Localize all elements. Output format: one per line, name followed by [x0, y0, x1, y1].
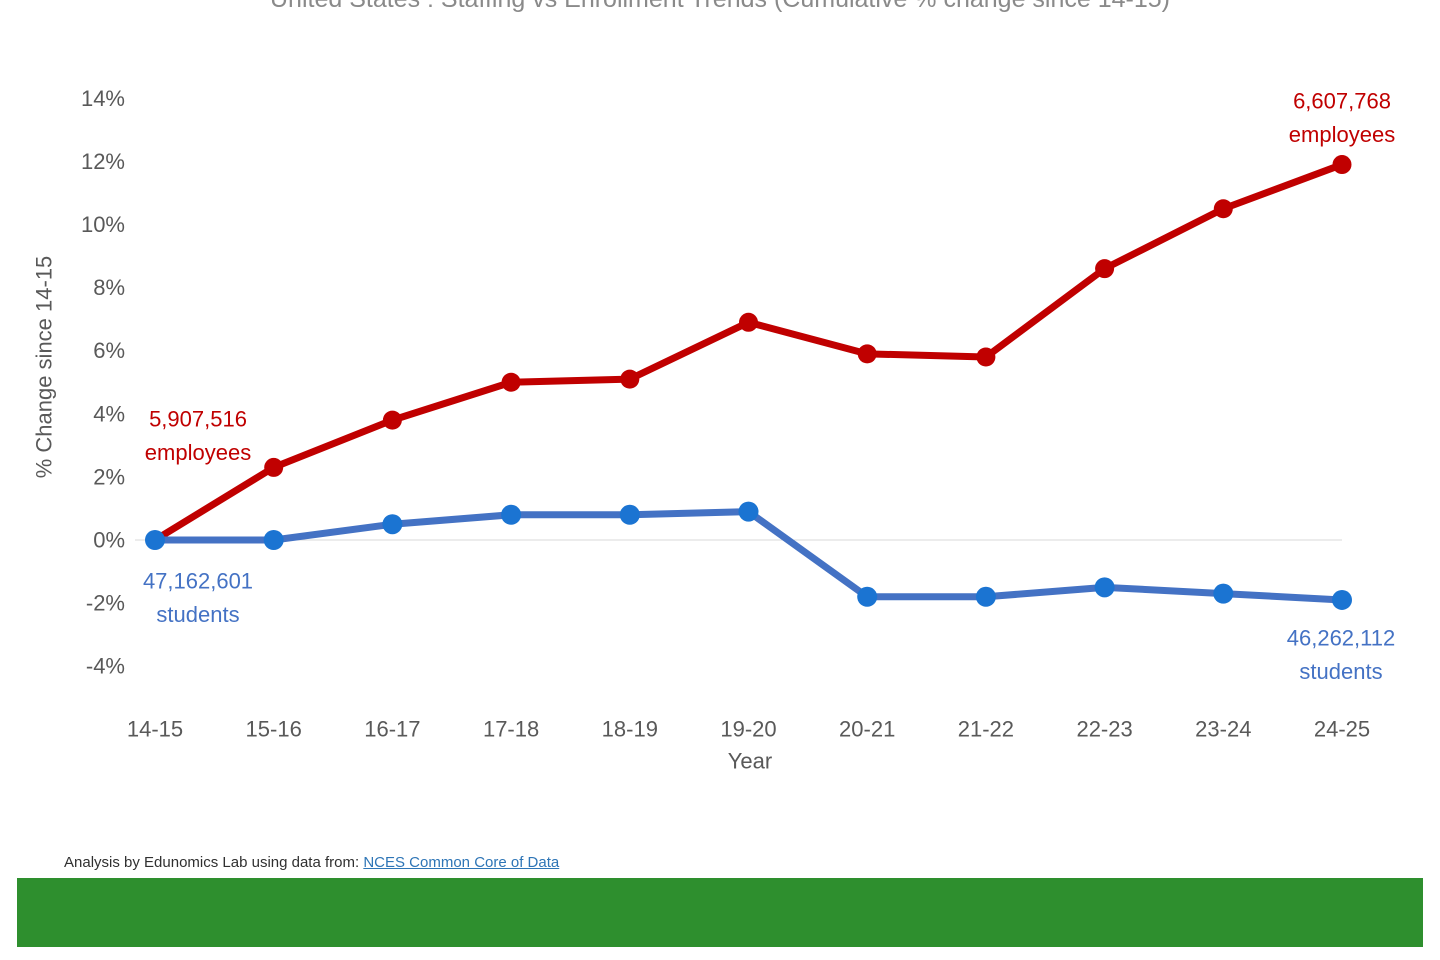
employees-marker: [976, 347, 996, 367]
footnotes: Analysis by Edunomics Lab using data fro…: [64, 799, 886, 960]
employees-marker: [501, 372, 521, 392]
x-tick-label: 20-21: [839, 717, 895, 742]
employees-end-label: 6,607,768: [1293, 89, 1391, 114]
students-marker: [382, 514, 403, 535]
y-tick-label: 4%: [93, 401, 125, 426]
employees-end-label: employees: [1289, 122, 1395, 147]
employees-marker: [1332, 155, 1352, 175]
employees-marker: [739, 312, 758, 332]
x-axis-title: Year: [728, 749, 772, 774]
employees-line: [151, 161, 1346, 544]
students-marker: [738, 501, 759, 522]
employees-marker: [1095, 259, 1115, 279]
x-tick-label: 22-23: [1076, 717, 1132, 742]
employees-marker: [264, 457, 284, 477]
nces-link[interactable]: NCES Common Core of Data: [363, 854, 560, 871]
y-tick-label: 12%: [81, 149, 125, 174]
y-tick-label: 14%: [81, 86, 125, 111]
x-tick-label: 14-15: [127, 717, 183, 742]
x-tick-label: 24-25: [1314, 717, 1370, 742]
y-tick-label: 6%: [93, 338, 125, 363]
x-tick-label: 19-20: [720, 717, 776, 742]
students-marker: [857, 586, 878, 607]
students-marker: [145, 530, 165, 550]
students-end-label: students: [1299, 659, 1382, 684]
x-tick-label: 18-19: [602, 717, 658, 742]
footnote-source: Analysis by Edunomics Lab using data fro…: [64, 850, 886, 876]
y-tick-label: 10%: [81, 212, 125, 237]
students-line: [151, 508, 1346, 604]
x-tick-label: 15-16: [246, 717, 302, 742]
y-axis-title: % Change since 14-15: [32, 256, 57, 479]
x-tick-label: 16-17: [364, 717, 420, 742]
y-tick-label: 0%: [93, 528, 125, 553]
students-end-label: 46,262,112: [1287, 626, 1395, 651]
employees-marker: [620, 369, 640, 389]
employees-marker: [1213, 199, 1233, 219]
students-marker: [501, 504, 522, 525]
employees-marker: [382, 410, 402, 430]
employees-start-label: employees: [145, 440, 251, 465]
students-marker: [1332, 589, 1352, 610]
students-marker: [1094, 577, 1115, 598]
employees-start-label: 5,907,516: [149, 407, 247, 432]
x-tick-label: 17-18: [483, 717, 539, 742]
students-marker: [975, 586, 996, 607]
y-tick-label: 2%: [93, 464, 125, 489]
x-tick-label: 21-22: [958, 717, 1014, 742]
students-marker: [263, 530, 284, 550]
y-tick-label: -4%: [86, 654, 125, 679]
students-marker: [1213, 583, 1234, 604]
students-start-label: students: [156, 602, 239, 627]
y-tick-label: -2%: [86, 591, 125, 616]
x-tick-label: 23-24: [1195, 717, 1251, 742]
footnote-source-text: Analysis by Edunomics Lab using data fro…: [64, 854, 364, 871]
chart-title: United States : Staffing vs Enrollment T…: [0, 0, 1440, 14]
students-marker: [619, 504, 640, 525]
students-start-label: 47,162,601: [143, 569, 253, 594]
employees-marker: [857, 344, 877, 364]
y-tick-label: 8%: [93, 275, 125, 300]
footer-green-bar: [17, 878, 1423, 947]
